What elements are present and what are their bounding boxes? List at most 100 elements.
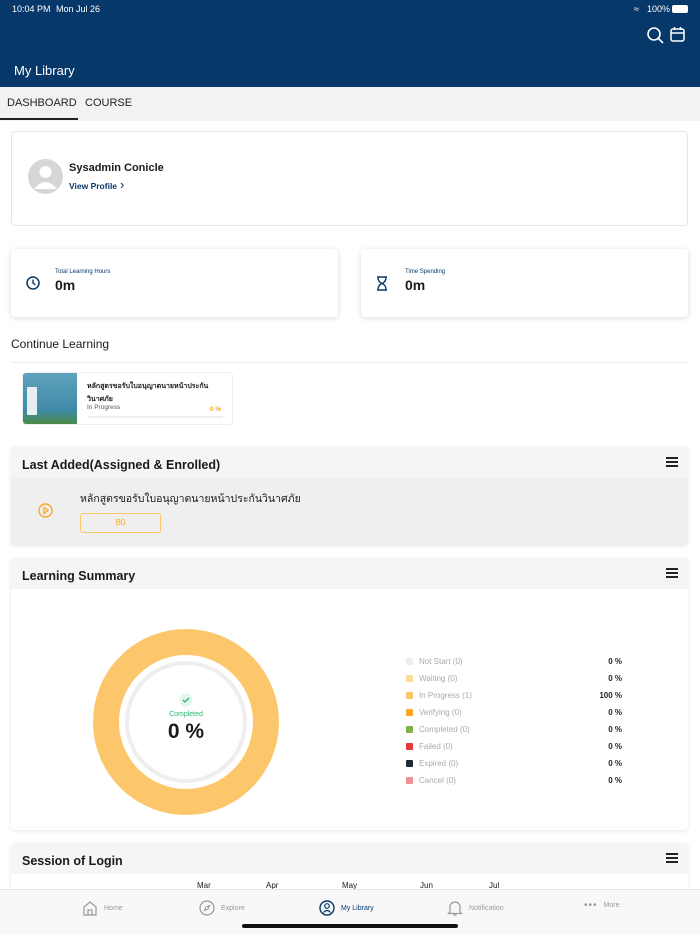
legend-item: Waiting (0) 0 % xyxy=(406,674,622,683)
clock-icon xyxy=(26,276,40,290)
legend-swatch xyxy=(406,777,413,784)
legend-label: Waiting (0) xyxy=(419,674,458,683)
course-title: หลักสูตรขอรับใบอนุญาตนายหน้าประกันวินาศภ… xyxy=(87,383,209,403)
nav-my-library[interactable]: My Library xyxy=(319,900,374,916)
legend-label: Failed (0) xyxy=(419,742,453,751)
legend-swatch xyxy=(406,743,413,750)
active-tab-indicator xyxy=(0,118,78,120)
stat-label: Time Spending xyxy=(405,269,446,275)
donut-center-value: 0 % xyxy=(167,720,205,743)
menu-icon[interactable] xyxy=(666,568,678,578)
wifi-icon: ≈ xyxy=(634,4,639,14)
stat-label: Total Learning Hours xyxy=(55,269,111,275)
nav-explore[interactable]: Explore xyxy=(199,900,245,916)
nav-home[interactable]: Home xyxy=(82,900,123,916)
view-profile-link[interactable]: View Profile xyxy=(69,181,118,191)
last-added-course-title[interactable]: หลักสูตรขอรับใบอนุญาตนายหน้าประกันวินาศภ… xyxy=(80,493,301,505)
course-thumbnail xyxy=(23,373,77,424)
legend-swatch xyxy=(406,675,413,682)
legend-label: Not Start (0) xyxy=(419,657,463,666)
divider xyxy=(11,362,688,363)
nav-label: More xyxy=(603,902,620,909)
legend-value: 0 % xyxy=(608,674,622,683)
learning-summary-heading: Learning Summary xyxy=(22,569,136,583)
legend-item: Verifying (0) 0 % xyxy=(406,708,622,717)
legend-item: Cancel (0) 0 % xyxy=(406,776,622,785)
page-title: My Library xyxy=(14,63,75,78)
home-indicator xyxy=(242,924,458,928)
legend-value: 0 % xyxy=(608,776,622,785)
legend-item: Expired (0) 0 % xyxy=(406,759,622,768)
legend-label: Expired (0) xyxy=(419,759,459,768)
donut-slice xyxy=(93,629,279,815)
legend-swatch xyxy=(406,726,413,733)
legend-swatch xyxy=(406,692,413,699)
month-label: Jul xyxy=(489,881,500,890)
compass-icon xyxy=(199,900,215,916)
course-status: In Progress xyxy=(87,404,121,411)
legend-value: 0 % xyxy=(608,708,622,717)
calendar-icon[interactable] xyxy=(670,26,685,42)
tab-bar: DASHBOARD COURSE xyxy=(0,87,700,121)
battery-icon xyxy=(672,5,688,13)
legend-swatch xyxy=(406,760,413,767)
course-progress-text: 0 % xyxy=(210,406,222,413)
month-label: Apr xyxy=(266,881,279,890)
stat-card-time-spending: Time Spending 0m xyxy=(361,249,688,317)
legend-item: Not Start (0) 0 % xyxy=(406,657,622,666)
status-date: Mon Jul 26 xyxy=(56,4,101,14)
legend-value: 0 % xyxy=(608,725,622,734)
legend-value: 0 % xyxy=(608,657,622,666)
app-header: 10:04 PM Mon Jul 26 ≈ 100% My Library xyxy=(0,0,700,87)
nav-more[interactable]: ••• More xyxy=(584,900,619,911)
nav-label: My Library xyxy=(341,904,374,912)
legend-label: Verifying (0) xyxy=(419,708,462,717)
month-label: Jun xyxy=(420,881,433,890)
user-circle-icon xyxy=(319,900,335,916)
nav-label: Home xyxy=(104,904,123,912)
tab-course[interactable]: COURSE xyxy=(85,97,133,109)
more-icon: ••• xyxy=(584,900,598,911)
legend-item: Failed (0) 0 % xyxy=(406,742,622,751)
play-circle-icon xyxy=(38,503,53,518)
legend-value: 0 % xyxy=(608,759,622,768)
bell-icon xyxy=(447,901,463,916)
profile-name: Sysadmin Conicle xyxy=(69,162,164,174)
last-added-heading: Last Added(Assigned & Enrolled) xyxy=(22,458,221,472)
legend-label: In Progress (1) xyxy=(419,691,472,700)
tab-dashboard[interactable]: DASHBOARD xyxy=(7,97,77,109)
legend-item: Completed (0) 0 % xyxy=(406,725,622,734)
continue-learning-heading: Continue Learning xyxy=(11,337,110,351)
nav-notification[interactable]: Notification xyxy=(447,900,504,917)
month-label: May xyxy=(342,881,358,890)
month-label: Mar xyxy=(197,881,211,890)
menu-icon[interactable] xyxy=(666,457,678,467)
legend-label: Cancel (0) xyxy=(419,776,456,785)
stat-value: 0m xyxy=(55,277,76,293)
stat-card-total-learning-hours: Total Learning Hours 0m xyxy=(11,249,338,317)
home-icon xyxy=(83,901,97,916)
legend-swatch xyxy=(406,709,413,716)
nav-label: Notification xyxy=(469,905,504,912)
check-circle-icon xyxy=(179,693,193,707)
profile-card: Sysadmin Conicle View Profile › xyxy=(11,131,688,226)
donut-chart xyxy=(93,629,279,815)
course-badge: B0 xyxy=(80,513,161,533)
search-icon[interactable] xyxy=(646,26,664,44)
avatar xyxy=(28,159,63,194)
course-progress-bar xyxy=(88,416,223,418)
donut-center-label: Completed xyxy=(169,711,203,718)
status-time: 10:04 PM xyxy=(12,4,51,14)
last-added-panel: Last Added(Assigned & Enrolled) หลักสูตร… xyxy=(11,447,688,545)
nav-label: Explore xyxy=(221,904,245,912)
legend-value: 0 % xyxy=(608,742,622,751)
chevron-right-icon[interactable]: › xyxy=(120,177,125,192)
continue-course-card[interactable]: หลักสูตรขอรับใบอนุญาตนายหน้าประกันวินาศภ… xyxy=(22,372,233,425)
legend-value: 100 % xyxy=(599,691,622,700)
menu-icon[interactable] xyxy=(666,853,678,863)
battery-level: 100% xyxy=(647,4,671,14)
legend-label: Completed (0) xyxy=(419,725,470,734)
donut-center xyxy=(125,661,247,783)
legend-swatch xyxy=(406,658,413,665)
legend-item: In Progress (1) 100 % xyxy=(406,691,622,700)
